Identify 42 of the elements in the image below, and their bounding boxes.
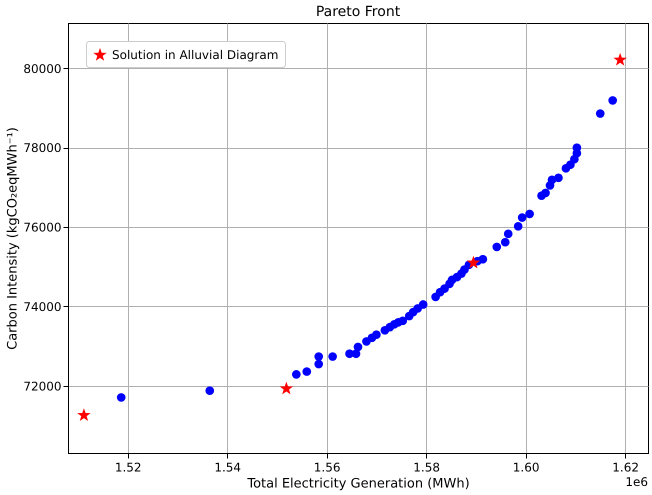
x-tick-label: 1.54 — [214, 460, 242, 474]
point — [314, 360, 324, 368]
point — [504, 230, 513, 238]
x-tick-label: 1.52 — [114, 460, 142, 474]
y-tick-label: 72000 — [23, 379, 62, 394]
point — [613, 52, 627, 66]
point — [372, 330, 381, 339]
point — [116, 393, 126, 402]
point — [492, 242, 502, 252]
point — [514, 222, 522, 231]
point — [418, 300, 428, 309]
point — [328, 352, 337, 361]
x-axis-title: Total Electricity Generation (MWh) — [246, 476, 470, 492]
point — [205, 386, 214, 395]
x-tick-label: 1.58 — [413, 460, 440, 474]
chart-title: Pareto Front — [316, 4, 401, 20]
point — [500, 238, 510, 246]
point — [314, 352, 324, 361]
point — [596, 109, 605, 118]
legend-label: Solution in Alluvial Diagram — [112, 48, 278, 62]
point — [302, 367, 312, 376]
point — [292, 370, 301, 379]
y-tick-label: 76000 — [23, 220, 62, 235]
point — [608, 96, 618, 105]
point — [77, 408, 91, 421]
point — [525, 210, 534, 218]
x-tick-label: 1.62 — [612, 460, 639, 474]
x-tick-label: 1.60 — [512, 460, 540, 474]
y-tick-label: 78000 — [23, 141, 62, 156]
point — [354, 342, 362, 352]
text: 1e6 — [625, 475, 648, 489]
y-axis-title: Carbon Intensity (kgCO₂eqMWh⁻¹) — [5, 127, 20, 350]
point — [541, 188, 550, 198]
point — [280, 382, 294, 394]
point — [518, 213, 526, 222]
point — [398, 316, 408, 326]
point — [478, 254, 488, 264]
point — [554, 174, 563, 182]
y-tick-label: 80000 — [23, 62, 62, 76]
y-tick-label: 74000 — [23, 300, 62, 314]
point — [466, 256, 480, 269]
x-tick-label: 1.56 — [314, 460, 341, 474]
